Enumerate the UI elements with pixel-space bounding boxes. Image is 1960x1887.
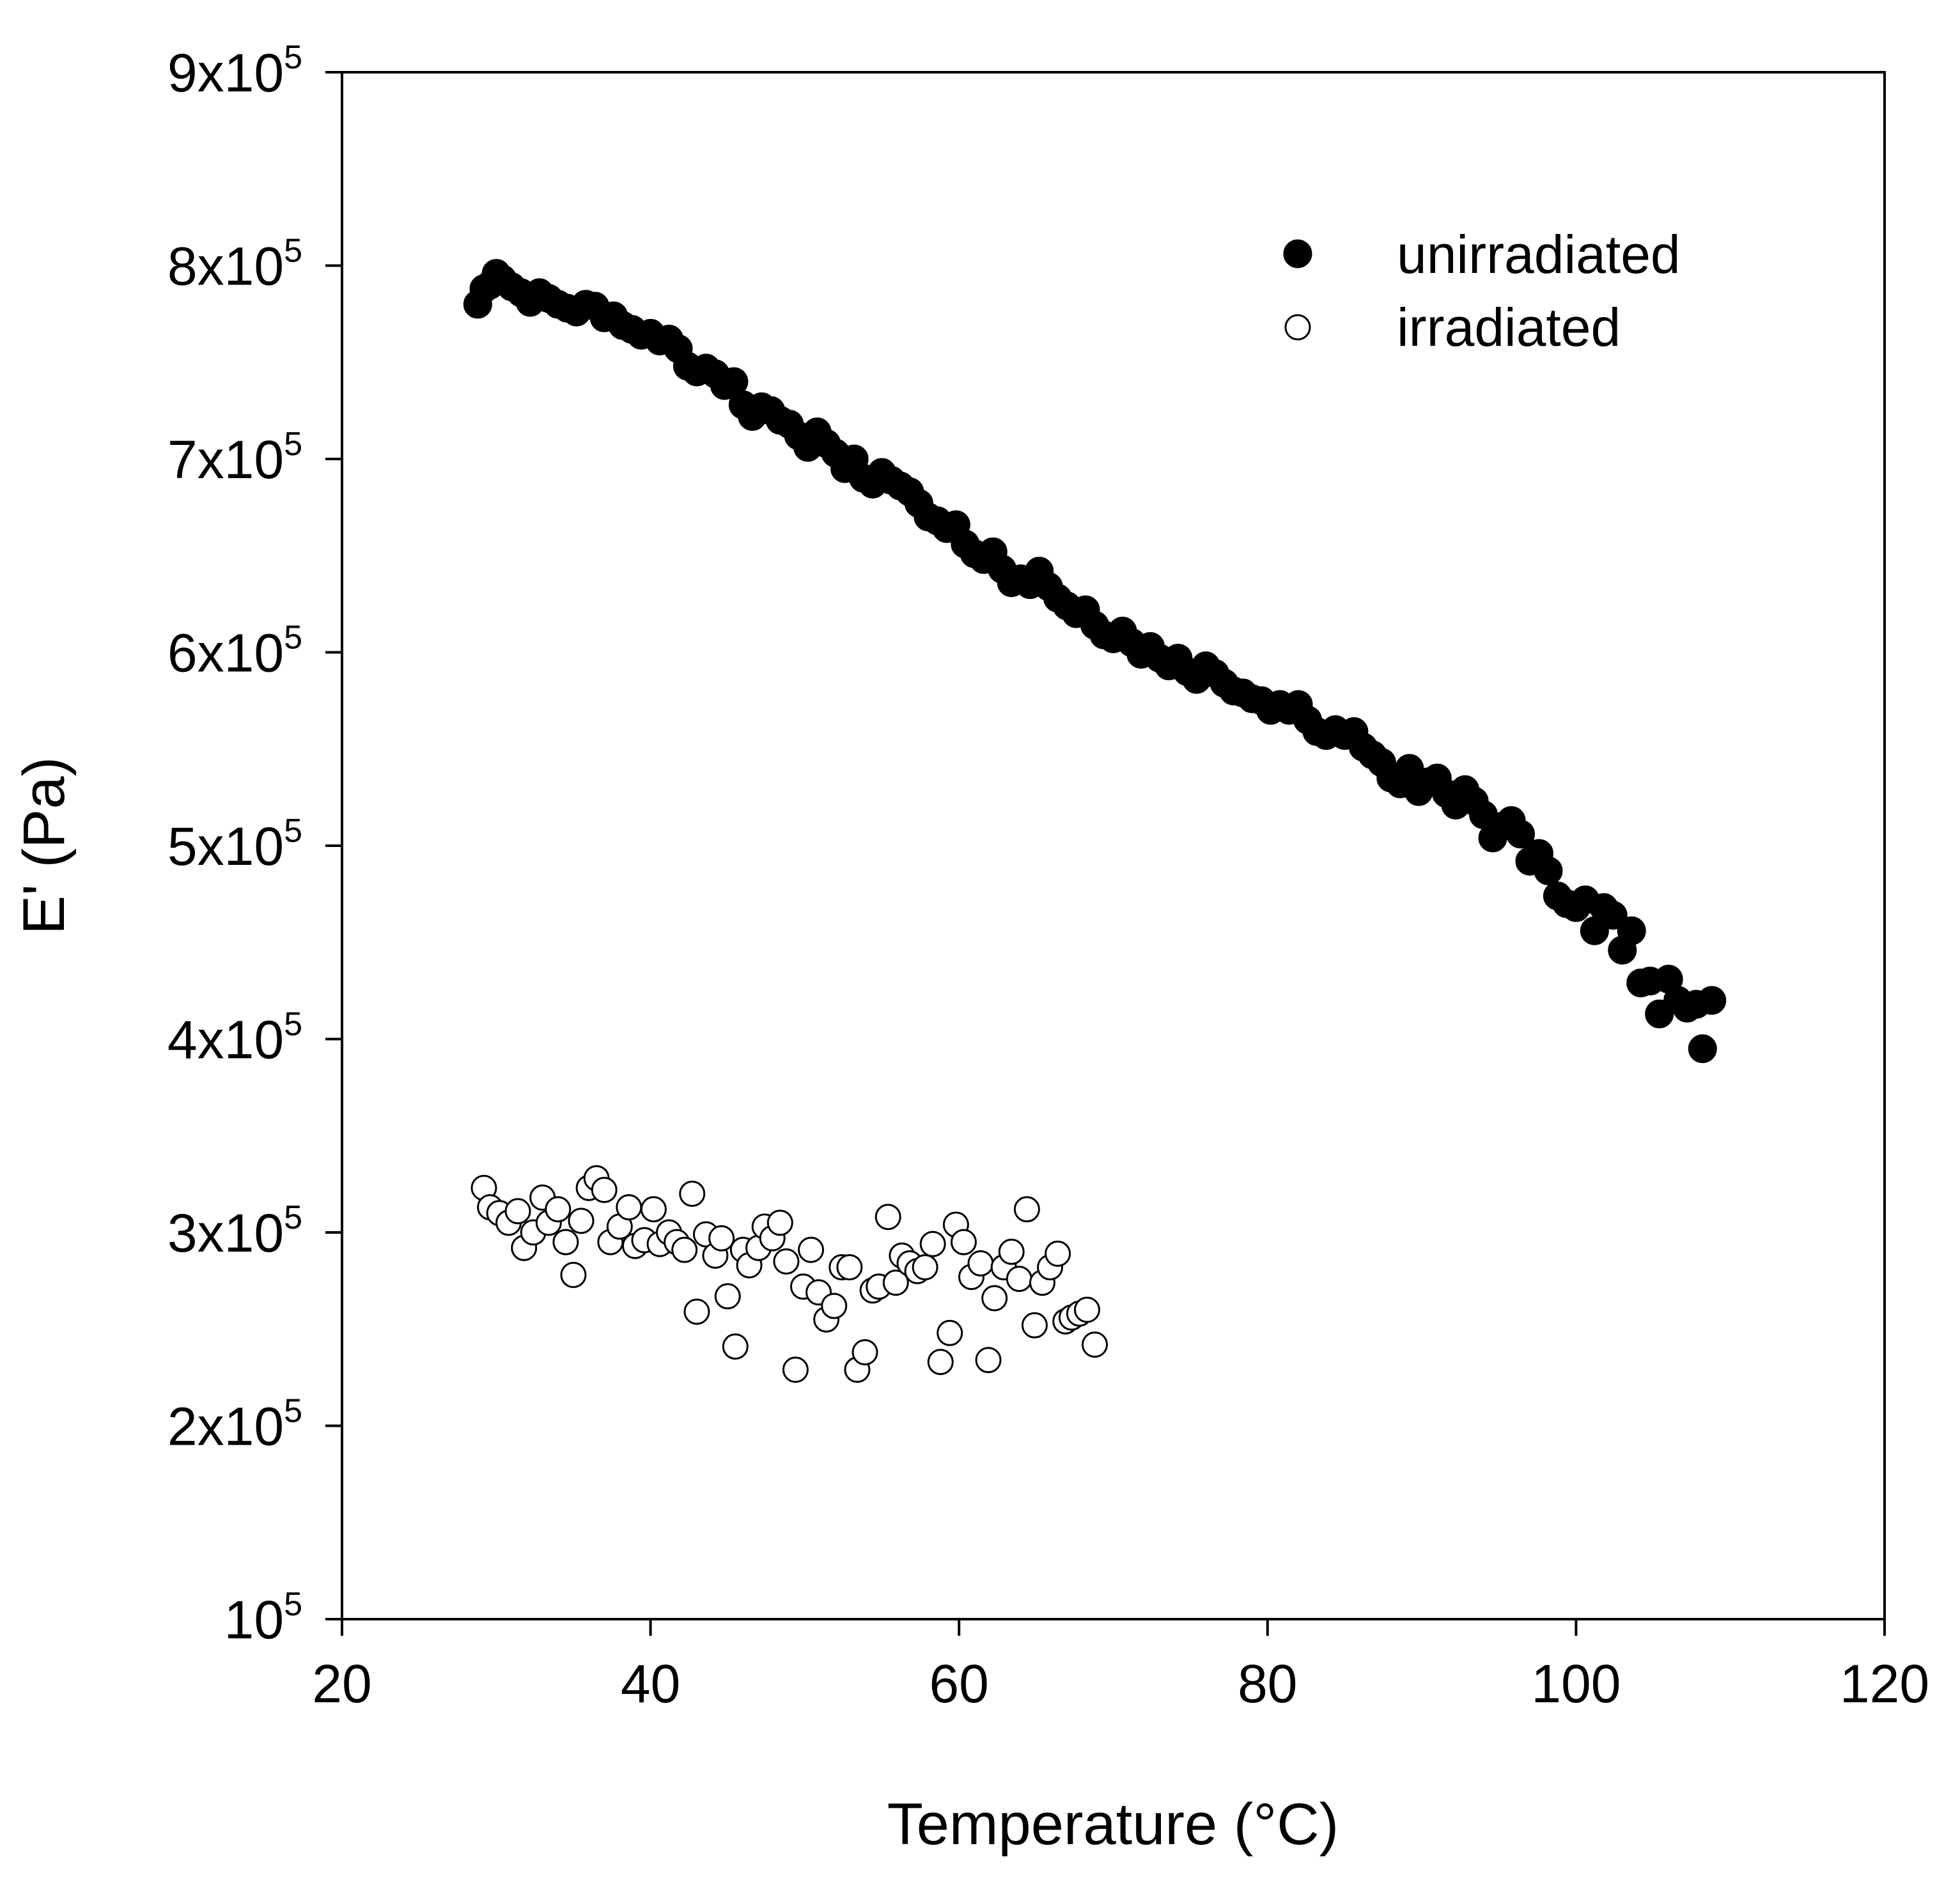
data-point-irradiated [975, 1347, 1002, 1374]
data-point-irradiated [821, 1293, 848, 1319]
data-point-irradiated [912, 1254, 938, 1280]
data-point-irradiated [591, 1176, 618, 1203]
y-tick-label: 5x105 [167, 812, 302, 876]
y-tick-label: 105 [224, 1586, 302, 1650]
y-tick-base: 9x10 [167, 43, 284, 103]
y-tick-label: 8x105 [167, 233, 302, 297]
y-tick-base: 2x10 [167, 1397, 284, 1457]
y-axis-title: E' (Pa) [12, 757, 77, 935]
y-tick-exponent: 5 [284, 1006, 302, 1043]
data-point-irradiated [937, 1319, 963, 1346]
data-point-irradiated [766, 1209, 793, 1236]
legend-marker-unirradiated [1283, 239, 1312, 268]
x-axis-title: Temperature (°C) [887, 1792, 1339, 1857]
y-tick-label: 6x105 [167, 619, 302, 683]
legend-label-unirradiated: unirradiated [1397, 224, 1681, 284]
x-tick-label: 120 [1840, 1654, 1929, 1714]
y-tick-base: 6x10 [167, 623, 284, 683]
y-tick-exponent: 5 [284, 426, 302, 463]
data-point-irradiated [560, 1262, 587, 1289]
data-point-unirradiated [1534, 856, 1563, 885]
data-point-unirradiated [1697, 986, 1727, 1015]
data-point-irradiated [967, 1250, 994, 1277]
y-tick-label: 7x105 [167, 426, 302, 490]
legend-label-irradiated: irradiated [1397, 297, 1621, 357]
data-point-irradiated [1045, 1240, 1071, 1267]
y-tick-exponent: 5 [284, 619, 302, 656]
y-tick-base: 8x10 [167, 237, 284, 297]
data-point-irradiated [1021, 1312, 1048, 1339]
legend-marker-irradiated [1284, 314, 1311, 341]
data-point-irradiated [722, 1333, 749, 1360]
data-point-unirradiated [1617, 916, 1646, 945]
data-point-irradiated [504, 1198, 531, 1225]
data-point-irradiated [552, 1229, 579, 1255]
data-series [463, 259, 1727, 1383]
data-point-irradiated [1013, 1196, 1040, 1223]
y-tick-exponent: 5 [284, 1586, 302, 1623]
y-tick-base: 5x10 [167, 816, 284, 876]
data-point-irradiated [882, 1270, 909, 1296]
y-tick-exponent: 5 [284, 812, 302, 850]
x-tick-label: 40 [621, 1654, 680, 1714]
x-axis: 20 40 60 80 100 120 [312, 1619, 1929, 1714]
data-point-irradiated [568, 1208, 595, 1234]
data-point-irradiated [919, 1231, 946, 1257]
data-point-unirradiated [1506, 819, 1536, 849]
data-point-irradiated [640, 1196, 667, 1223]
data-point-irradiated [545, 1196, 572, 1223]
data-point-irradiated [714, 1283, 741, 1310]
y-tick-label: 3x105 [167, 1199, 302, 1263]
data-point-irradiated [1073, 1296, 1100, 1323]
data-point-irradiated [1006, 1266, 1032, 1293]
data-point-irradiated [998, 1238, 1025, 1265]
x-tick-label: 80 [1238, 1654, 1297, 1714]
data-point-irradiated [773, 1248, 800, 1275]
y-tick-base: 3x10 [167, 1203, 284, 1263]
data-point-irradiated [927, 1349, 954, 1376]
y-tick-base: 4x10 [167, 1010, 284, 1070]
y-tick-label: 2x105 [167, 1393, 302, 1457]
y-tick-label: 4x105 [167, 1006, 302, 1070]
data-point-unirradiated [1598, 901, 1628, 930]
data-point-irradiated [671, 1236, 698, 1263]
data-point-irradiated [616, 1194, 642, 1221]
series-irradiated [471, 1165, 1108, 1383]
data-point-irradiated [708, 1225, 735, 1252]
data-point-unirradiated [1688, 1034, 1717, 1064]
y-tick-exponent: 5 [284, 1393, 302, 1430]
data-point-irradiated [679, 1181, 706, 1207]
x-tick-label: 60 [929, 1654, 988, 1714]
data-point-irradiated [782, 1356, 809, 1383]
data-point-irradiated [683, 1298, 710, 1325]
y-axis: 1052x1053x1054x1055x1056x1057x1058x1059x… [167, 39, 342, 1650]
y-tick-base: 10 [224, 1590, 284, 1650]
data-point-irradiated [1082, 1331, 1108, 1358]
y-tick-exponent: 5 [284, 233, 302, 270]
data-point-irradiated [852, 1339, 878, 1366]
y-tick-base: 7x10 [167, 430, 284, 490]
legend: unirradiated irradiated [1283, 224, 1681, 357]
y-tick-exponent: 5 [284, 39, 302, 76]
data-point-irradiated [836, 1254, 863, 1280]
y-tick-exponent: 5 [284, 1199, 302, 1236]
x-tick-label: 20 [312, 1654, 371, 1714]
data-point-irradiated [875, 1204, 901, 1231]
data-point-irradiated [950, 1229, 977, 1255]
series-unirradiated [463, 259, 1727, 1064]
x-tick-label: 100 [1531, 1654, 1621, 1714]
data-point-irradiated [981, 1285, 1008, 1312]
data-point-irradiated [798, 1236, 825, 1263]
y-tick-label: 9x105 [167, 39, 302, 103]
